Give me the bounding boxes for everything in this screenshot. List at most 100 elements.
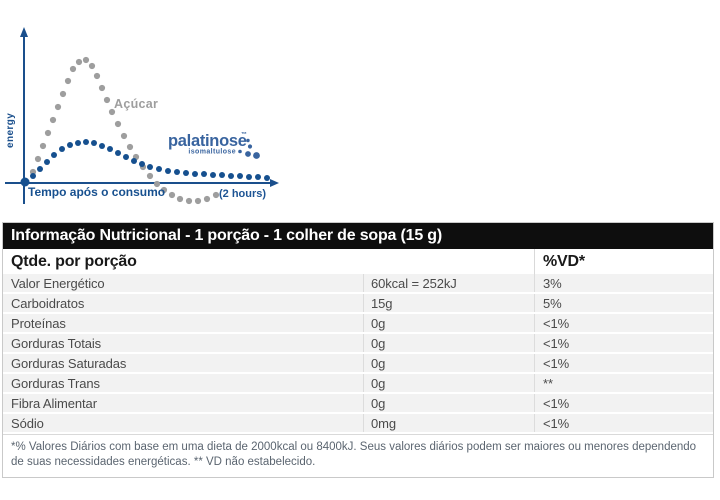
qty-column-header: Qtde. por porção xyxy=(11,252,137,270)
table-row: Gorduras Saturadas 0g <1% xyxy=(3,354,713,374)
data-dot xyxy=(147,164,153,170)
origin-dot xyxy=(20,177,30,187)
data-dot xyxy=(165,168,171,174)
nutrient-name: Proteínas xyxy=(11,315,66,331)
nutrient-quantity: 60kcal = 252kJ xyxy=(363,274,534,292)
data-dot xyxy=(103,96,111,104)
data-dot xyxy=(39,142,47,150)
data-dot xyxy=(228,173,234,179)
data-dot xyxy=(246,174,252,180)
data-dot xyxy=(192,171,198,177)
trademark-symbol: ™ xyxy=(241,131,247,138)
logo-trail-dot-icon xyxy=(238,149,242,154)
data-dot xyxy=(82,56,90,64)
nutrient-quantity: 0g xyxy=(363,354,534,372)
nutrient-daily-value: <1% xyxy=(534,354,713,372)
data-dot xyxy=(44,159,50,165)
table-row: Valor Energético 60kcal = 252kJ 3% xyxy=(3,274,713,294)
nutrient-daily-value: 3% xyxy=(534,274,713,292)
data-dot xyxy=(264,175,270,181)
nutrient-name: Valor Energético xyxy=(11,275,105,291)
energy-chart: energy Tempo após o consumo (2 hours) Aç… xyxy=(0,0,300,220)
data-dot xyxy=(210,172,216,178)
table-row: Proteínas 0g <1% xyxy=(3,314,713,334)
energy-chart-svg: energy Tempo após o consumo (2 hours) Aç… xyxy=(5,27,279,205)
data-dot xyxy=(146,172,154,180)
data-dot xyxy=(88,62,96,70)
data-dot xyxy=(153,180,161,188)
data-dot xyxy=(123,154,129,160)
data-dot xyxy=(194,197,202,205)
data-dot xyxy=(54,103,62,111)
table-row: Sódio 0mg <1% xyxy=(3,414,713,434)
table-row: Gorduras Totais 0g <1% xyxy=(3,334,713,354)
data-dot xyxy=(75,58,83,66)
data-dot xyxy=(69,65,77,73)
nutrient-quantity: 0g xyxy=(363,374,534,392)
nutrient-quantity: 0mg xyxy=(363,414,534,432)
data-dot xyxy=(49,116,57,124)
data-dot xyxy=(37,166,43,172)
data-dot xyxy=(59,90,67,98)
nutrition-rows: Valor Energético 60kcal = 252kJ 3% Carboidr… xyxy=(3,274,713,434)
data-dot xyxy=(255,174,261,180)
data-dot xyxy=(185,197,193,205)
logo-trail-dot-icon xyxy=(253,152,260,159)
x-axis-label: Tempo após o consumo xyxy=(28,185,165,199)
nutrition-table: Informação Nutricional - 1 porção - 1 co… xyxy=(2,222,714,478)
data-dot xyxy=(176,195,184,203)
nutrient-daily-value: <1% xyxy=(534,334,713,352)
data-dot xyxy=(107,146,113,152)
table-row: Carboidratos 15g 5% xyxy=(3,294,713,314)
chart-dots-layer xyxy=(20,56,270,205)
footnote: *% Valores Diários com base em uma dieta… xyxy=(3,434,713,477)
nutrient-daily-value: <1% xyxy=(534,314,713,332)
data-dot xyxy=(91,140,97,146)
data-dot xyxy=(174,169,180,175)
data-dot xyxy=(30,173,36,179)
nutrition-table-title: Informação Nutricional - 1 porção - 1 co… xyxy=(3,223,713,249)
logo-trail-dot-icon xyxy=(245,151,251,157)
data-dot xyxy=(93,72,101,80)
data-dot xyxy=(44,129,52,137)
nutrient-name: Sódio xyxy=(11,415,44,431)
data-dot xyxy=(219,172,225,178)
nutrition-table-subheader: Qtde. por porção %VD* xyxy=(3,249,713,274)
sugar-curve-dots xyxy=(29,56,220,205)
palatinose-logo: palatinose ™ isomaltulose xyxy=(168,131,260,159)
data-dot xyxy=(212,191,220,199)
data-dot xyxy=(99,143,105,149)
logo-colon-dot-icon xyxy=(246,138,250,143)
data-dot xyxy=(203,195,211,203)
vd-column-header: %VD* xyxy=(534,249,713,274)
isomaltulose-sublabel: isomaltulose xyxy=(188,149,236,156)
y-axis-label: energy xyxy=(5,113,16,148)
data-dot xyxy=(120,132,128,140)
nutrient-quantity: 0g xyxy=(363,334,534,352)
data-dot xyxy=(201,171,207,177)
data-dot xyxy=(108,108,116,116)
nutrient-name: Gorduras Totais xyxy=(11,335,102,351)
data-dot xyxy=(156,166,162,172)
data-dot xyxy=(126,143,134,151)
nutrient-daily-value: <1% xyxy=(534,394,713,412)
x-axis-end-label: (2 hours) xyxy=(219,188,266,200)
nutrient-quantity: 0g xyxy=(363,314,534,332)
x-axis-arrow-icon xyxy=(270,179,279,187)
nutrient-quantity: 0g xyxy=(363,394,534,412)
data-dot xyxy=(114,120,122,128)
data-dot xyxy=(115,150,121,156)
nutrient-name: Gorduras Trans xyxy=(11,375,100,391)
data-dot xyxy=(139,161,145,167)
data-dot xyxy=(64,77,72,85)
data-dot xyxy=(160,186,168,194)
data-dot xyxy=(237,173,243,179)
data-dot xyxy=(34,155,42,163)
nutrient-name: Gorduras Saturadas xyxy=(11,355,127,371)
nutrient-quantity: 15g xyxy=(363,294,534,312)
nutrient-daily-value: <1% xyxy=(534,414,713,432)
palatinose-curve-dots xyxy=(30,139,270,181)
table-row: Gorduras Trans 0g ** xyxy=(3,374,713,394)
data-dot xyxy=(168,191,176,199)
